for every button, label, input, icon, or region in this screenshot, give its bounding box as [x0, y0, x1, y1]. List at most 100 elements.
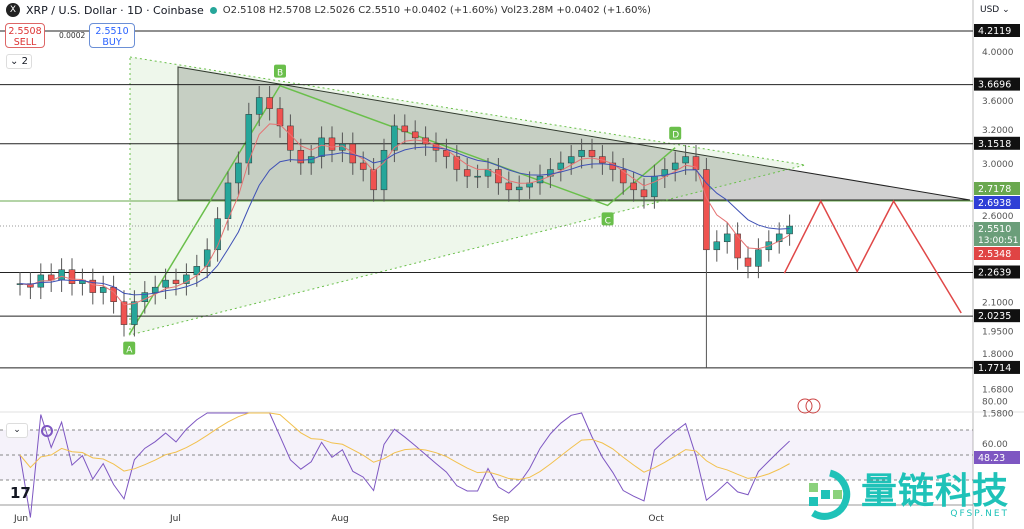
candle: [515, 186, 523, 191]
y-tick-label: 3.6000: [982, 97, 1014, 107]
candle: [443, 149, 450, 157]
rsi-settings-icon: [41, 425, 53, 437]
price-tag-countdown: 13:00:51: [978, 236, 1018, 246]
level-tag: 2.2639: [978, 268, 1011, 279]
candle: [734, 233, 741, 259]
candle: [245, 114, 253, 164]
candle: [318, 137, 325, 157]
candle: [682, 156, 689, 164]
chart-header: X XRP / U.S. Dollar · 1D · Coinbase O2.5…: [6, 3, 651, 17]
market-status-icon: [209, 6, 217, 14]
level-tag: 2.0235: [978, 311, 1011, 322]
y-tick-label: 2.1000: [982, 299, 1014, 309]
candle: [276, 108, 284, 127]
candle: [359, 162, 367, 170]
candle: [557, 162, 565, 170]
spread: 0.0002: [59, 31, 86, 40]
sell-button[interactable]: 2.5508 SELL: [5, 23, 45, 48]
candle: [453, 156, 461, 170]
candle: [255, 97, 263, 115]
candle: [287, 125, 294, 151]
pattern-label-box: [274, 64, 286, 78]
sell-label: SELL: [13, 37, 37, 48]
abcd-pattern-line: [128, 84, 676, 335]
candle: [651, 175, 658, 198]
projection-zigzag: [783, 199, 962, 314]
candle: [786, 225, 793, 235]
candle: [131, 301, 138, 325]
level-tag-bg: [974, 24, 1020, 37]
candle: [328, 137, 336, 151]
watermark-logo-icon: [809, 469, 851, 520]
buy-price: 2.5510: [95, 26, 129, 37]
candle: [224, 182, 232, 219]
candle: [266, 97, 273, 109]
candle: [567, 156, 575, 164]
xrp-logo-icon: X: [6, 3, 20, 17]
price-tag-bg: [974, 196, 1020, 209]
candle: [463, 169, 471, 177]
candle: [640, 189, 648, 198]
rsi-tick: 60.00: [982, 440, 1008, 450]
x-tick-label: Sep: [492, 514, 509, 524]
candle: [505, 182, 513, 191]
candle: [411, 131, 419, 139]
candle: [775, 233, 783, 243]
rsi-value-tag-bg: [974, 451, 1020, 464]
candle: [203, 249, 211, 267]
level-tag-bg: [974, 136, 1020, 150]
pattern-label-D: D: [672, 131, 679, 141]
buy-label: BUY: [102, 37, 122, 48]
currency-selector[interactable]: USD ⌄: [980, 5, 1010, 15]
price-tag: 2.6938: [978, 198, 1011, 209]
watermark-text: 量链科技: [861, 470, 1010, 512]
x-tick-label: Oct: [648, 514, 664, 524]
level-tag-bg: [974, 77, 1020, 91]
y-tick-label: 1.6800: [982, 386, 1014, 396]
sell-price: 2.5508: [8, 26, 42, 37]
level-tag-bg: [974, 309, 1020, 323]
candle: [578, 149, 585, 157]
level-tag-bg: [974, 360, 1020, 374]
y-tick-label: 1.9500: [982, 328, 1014, 338]
candle: [183, 274, 190, 284]
candle: [339, 143, 346, 151]
y-tick-label: 4.0000: [982, 48, 1014, 58]
y-tick-label: 3.2000: [982, 126, 1014, 136]
candle: [214, 218, 221, 251]
y-tick-label: 3.0000: [982, 160, 1014, 170]
rsi-value-tag: 48.23: [978, 453, 1005, 464]
price-tag-bg: [974, 182, 1020, 195]
tradingview-logo[interactable]: 17: [10, 484, 31, 502]
candle: [619, 169, 627, 184]
candle: [235, 162, 242, 184]
candle: [661, 169, 669, 177]
candle: [370, 169, 377, 191]
candle: [162, 279, 169, 288]
candle: [151, 286, 159, 293]
indicators-collapse-button[interactable]: ⌄ 2: [6, 54, 32, 69]
pattern-label-B: B: [277, 69, 283, 79]
candle: [713, 241, 721, 251]
event-flag-icon: [797, 398, 813, 414]
x-tick-label: Aug: [331, 514, 349, 524]
x-tick-label: Jul: [169, 514, 181, 524]
candle: [99, 286, 107, 293]
price-tag-bg: [974, 222, 1020, 246]
rsi-ma-line: [19, 412, 790, 481]
candle: [172, 279, 180, 284]
green-triangle: [129, 56, 806, 336]
candle: [474, 175, 481, 178]
candle: [120, 301, 128, 325]
rsi-collapse-button[interactable]: ⌄: [6, 423, 28, 438]
symbol-title[interactable]: XRP / U.S. Dollar · 1D · Coinbase: [26, 3, 204, 17]
candle: [723, 233, 731, 243]
buy-button[interactable]: 2.5510 BUY: [89, 23, 135, 48]
pattern-label-box: [123, 341, 136, 355]
candle: [391, 125, 398, 151]
watermark-sub: QFSP.NET: [950, 508, 1010, 519]
rsi-line: [19, 412, 790, 518]
level-tag-bg: [974, 265, 1020, 279]
descending-triangle: [177, 66, 971, 201]
